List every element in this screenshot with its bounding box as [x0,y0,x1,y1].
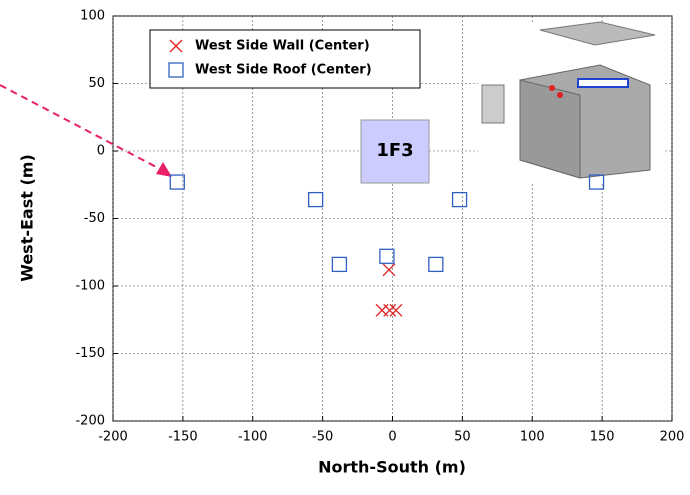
legend-label: West Side Roof (Center) [195,63,372,78]
x-tick-label: -100 [238,430,268,445]
y-axis-label: West-East (m) [18,154,37,282]
x-tick-label: -200 [98,430,128,445]
y-tick-label: -150 [75,346,105,361]
building-image [478,22,664,182]
y-tick-label: 0 [97,144,105,159]
x-tick-label: 50 [454,430,471,445]
x-tick-label: -50 [312,430,333,445]
legend-label: West Side Wall (Center) [195,39,370,54]
y-tick-label: 50 [88,76,105,91]
annotation: 1F3 [376,140,413,161]
chart: 1F3 North-South (m) West-East (m) -200 -1… [0,0,690,491]
y-tick-label: -50 [84,211,105,226]
x-tick-label: -150 [168,430,198,445]
y-tick-label: 100 [80,9,105,24]
x-tick-label: 200 [660,430,685,445]
x-tick-label: 0 [388,430,396,445]
x-tick-label: 150 [590,430,615,445]
x-axis-label: North-South (m) [318,458,466,477]
x-tick-label: 100 [520,430,545,445]
y-tick-label: -200 [75,414,105,429]
y-tick-label: -100 [75,279,105,294]
